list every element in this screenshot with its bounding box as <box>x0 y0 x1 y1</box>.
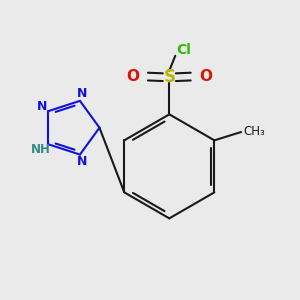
Text: Cl: Cl <box>177 43 192 57</box>
Text: NH: NH <box>31 143 51 156</box>
Text: CH₃: CH₃ <box>243 125 265 138</box>
Text: N: N <box>37 100 47 113</box>
Text: O: O <box>199 69 212 84</box>
Text: N: N <box>77 155 88 168</box>
Text: O: O <box>127 69 140 84</box>
Text: S: S <box>163 68 175 86</box>
Text: N: N <box>77 87 88 100</box>
